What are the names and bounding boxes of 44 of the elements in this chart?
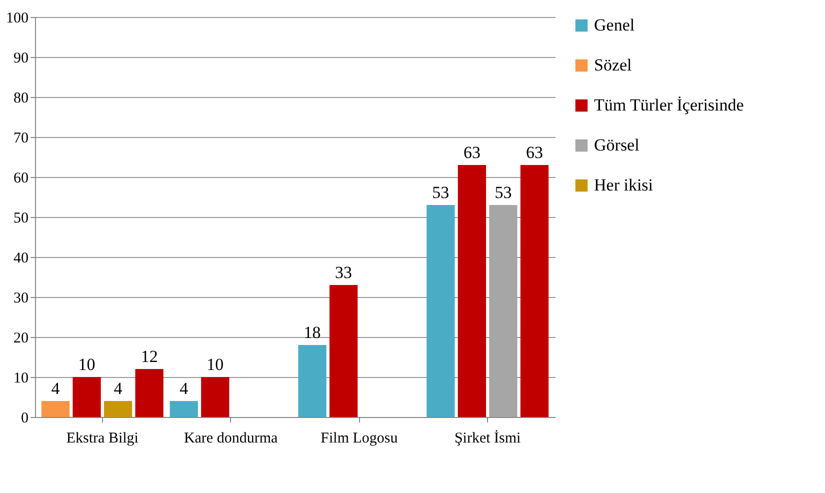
x-tick-label: Ekstra Bilgi bbox=[66, 430, 138, 446]
data-label: 63 bbox=[463, 143, 480, 162]
data-label: 33 bbox=[335, 263, 352, 282]
y-tick-label: 30 bbox=[14, 290, 28, 306]
y-tick-label: 20 bbox=[14, 330, 28, 346]
y-tick-label: 90 bbox=[14, 50, 28, 66]
y-tick-label: 10 bbox=[14, 370, 28, 386]
data-label: 53 bbox=[494, 183, 512, 202]
y-tick-label: 70 bbox=[14, 130, 28, 146]
y-tick-label: 40 bbox=[14, 250, 28, 266]
x-tick-label: Film Logosu bbox=[320, 430, 398, 446]
bar bbox=[329, 285, 358, 417]
legend-label: Görsel bbox=[594, 136, 640, 154]
bar bbox=[489, 205, 518, 417]
y-tick-label: 100 bbox=[6, 10, 28, 26]
bar bbox=[104, 401, 132, 417]
bar bbox=[458, 165, 486, 417]
legend-label: Her ikisi bbox=[594, 176, 654, 194]
legend-label: Genel bbox=[594, 16, 635, 34]
data-label: 63 bbox=[526, 143, 544, 162]
bar bbox=[72, 377, 101, 417]
data-label: 10 bbox=[206, 355, 224, 374]
data-label: 4 bbox=[180, 379, 189, 398]
data-label: 4 bbox=[51, 379, 60, 398]
legend-label: Tüm Türler İçerisinde bbox=[594, 96, 744, 114]
bar bbox=[170, 401, 198, 417]
y-tick-label: 80 bbox=[14, 90, 28, 106]
y-tick-label: 50 bbox=[14, 210, 28, 226]
data-label: 12 bbox=[140, 347, 158, 366]
bar bbox=[201, 377, 230, 417]
bar bbox=[41, 401, 70, 417]
bar bbox=[298, 345, 326, 417]
y-tick-label: 60 bbox=[14, 170, 28, 186]
y-tick-label: 0 bbox=[21, 410, 28, 426]
x-tick-label: Şirket İsmi bbox=[454, 430, 521, 446]
data-label: 18 bbox=[304, 323, 321, 342]
data-label: 10 bbox=[78, 355, 96, 374]
bar bbox=[520, 165, 549, 417]
bar bbox=[135, 369, 164, 417]
bar bbox=[426, 205, 455, 417]
x-tick-label: Kare dondurma bbox=[184, 430, 278, 446]
data-label: 4 bbox=[114, 379, 123, 398]
data-label: 53 bbox=[432, 183, 450, 202]
legend-label: Sözel bbox=[594, 56, 632, 74]
